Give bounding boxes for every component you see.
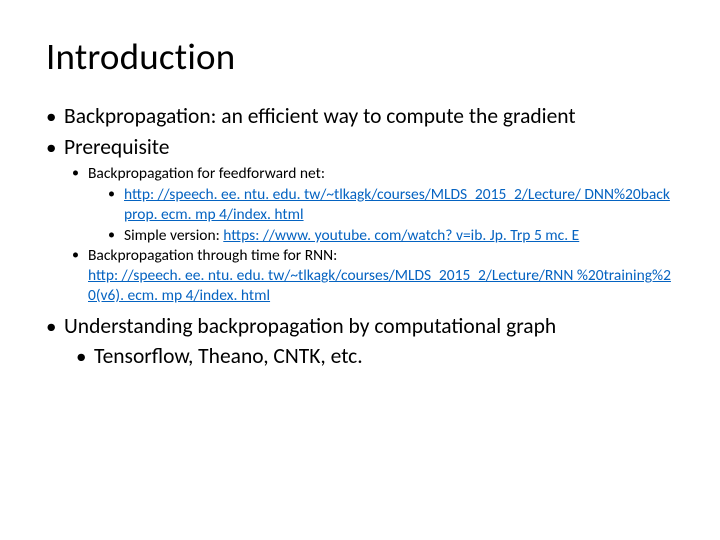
- bullet-feedforward: Backpropagation for feedforward net:: [72, 164, 674, 184]
- bullet-comp-graph: Understanding backpropagation by computa…: [46, 313, 674, 341]
- bullet-prerequisite: Prerequisite: [46, 134, 674, 162]
- simple-version-label: Simple version:: [124, 226, 223, 245]
- bullet-frameworks: Tensorflow, Theano, CNTK, etc.: [76, 343, 674, 371]
- bullet-feedforward-link: http: //speech. ee. ntu. edu. tw/~tlkagk…: [108, 185, 674, 225]
- bptt-label: Backpropagation through time for RNN:: [88, 246, 337, 265]
- link-bptt[interactable]: http: //speech. ee. ntu. edu. tw/~tlkagk…: [88, 266, 671, 305]
- link-youtube[interactable]: https: //www. youtube. com/watch? v=ib. …: [223, 226, 579, 245]
- bullet-list: Backpropagation: an efficient way to com…: [46, 103, 674, 371]
- link-feedforward[interactable]: http: //speech. ee. ntu. edu. tw/~tlkagk…: [124, 185, 670, 224]
- bullet-backprop-intro: Backpropagation: an efficient way to com…: [46, 103, 674, 131]
- bullet-simple-version: Simple version: https: //www. youtube. c…: [108, 226, 674, 246]
- slide-title: Introduction: [46, 34, 674, 79]
- slide: Introduction Backpropagation: an efficie…: [0, 0, 720, 540]
- bullet-bptt: Backpropagation through time for RNN: ht…: [72, 246, 674, 305]
